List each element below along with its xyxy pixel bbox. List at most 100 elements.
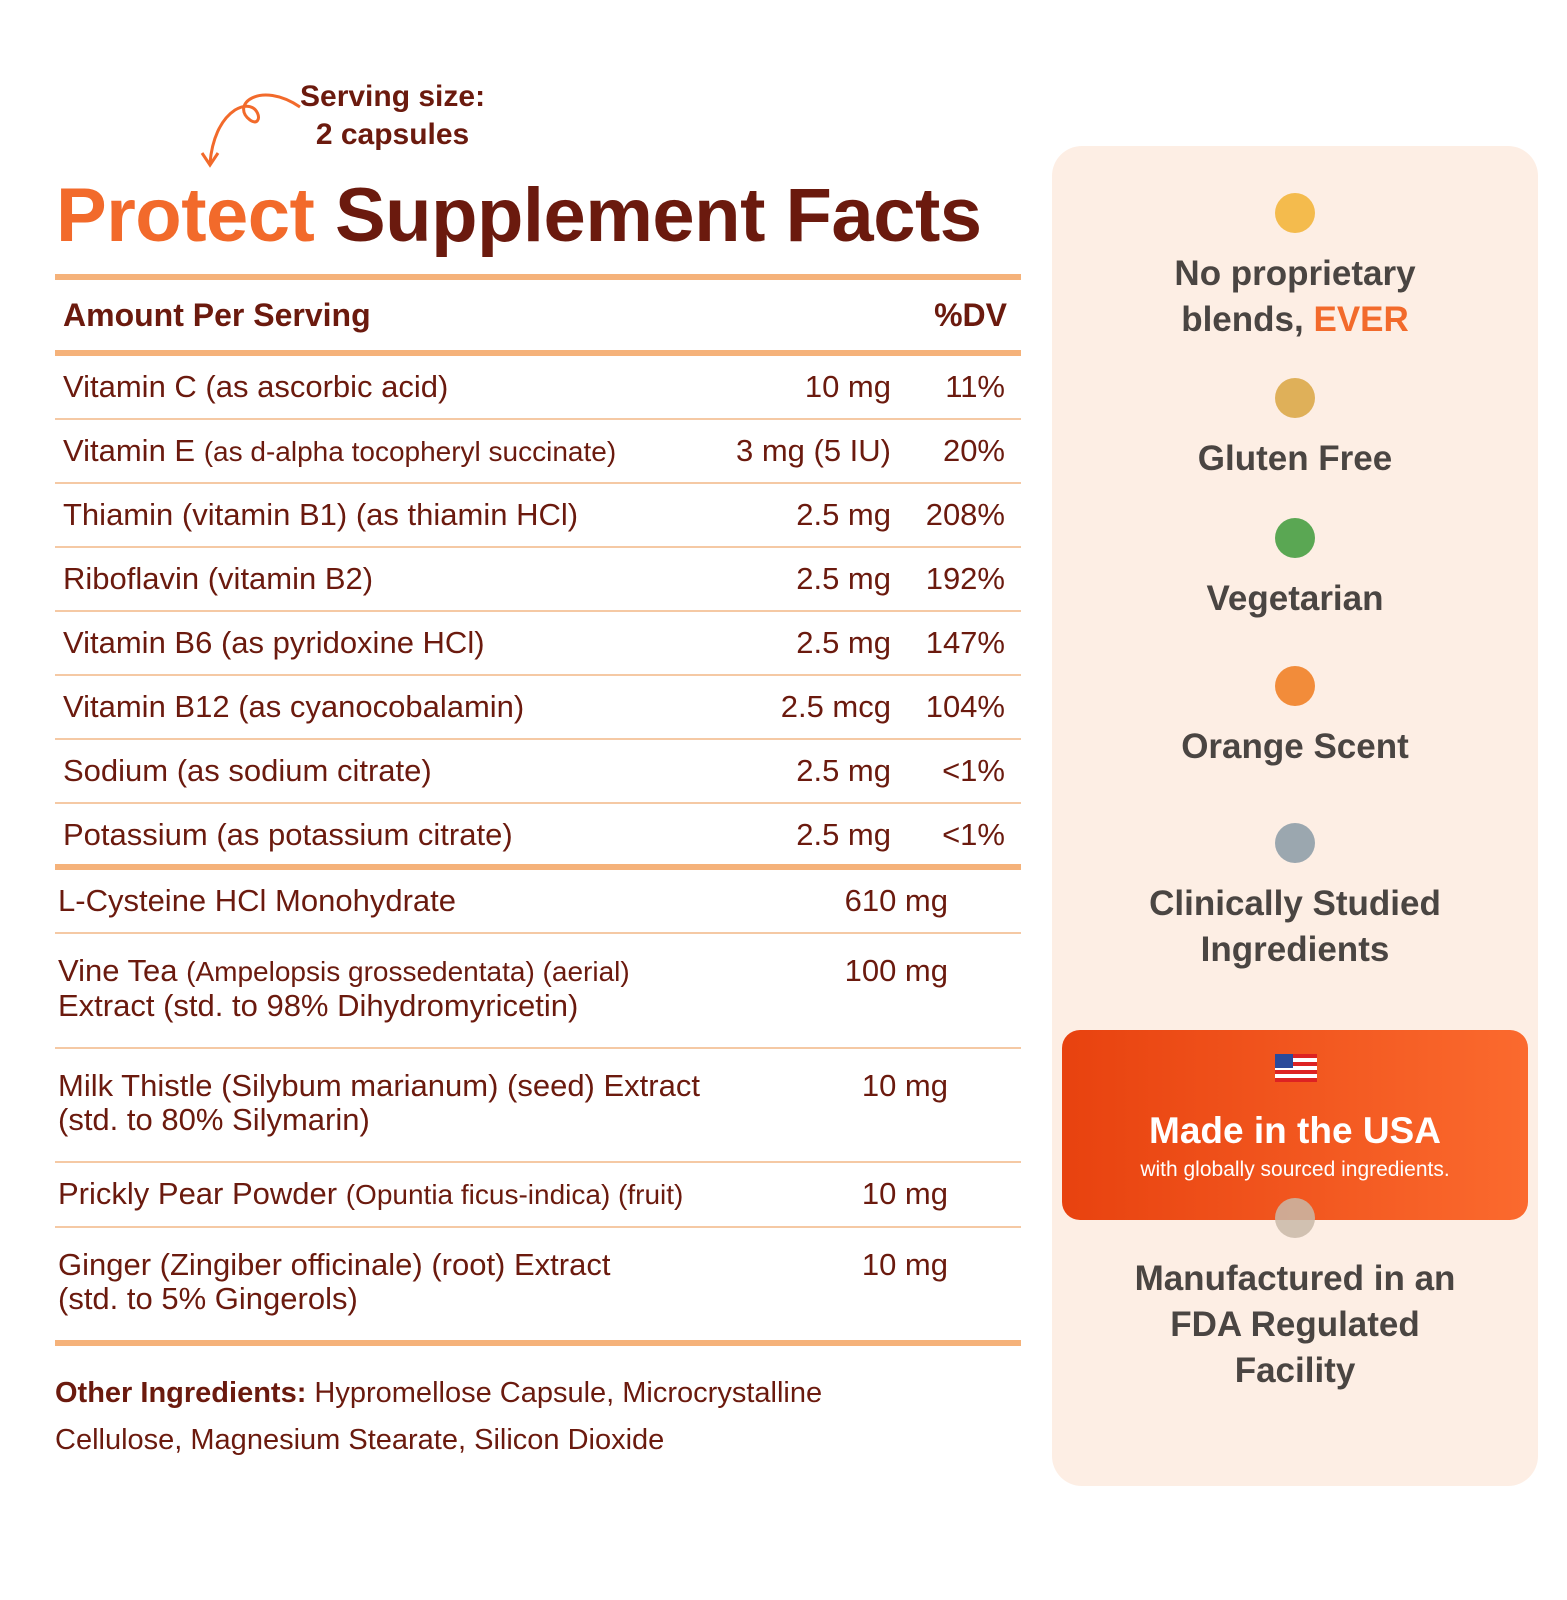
amount: 100 mg — [844, 953, 948, 988]
nutrient-name: Vitamin E (as d-alpha tocopheryl succina… — [63, 433, 691, 469]
feature-text: Vegetarian — [1206, 579, 1384, 618]
amount: 3 mg (5 IU) — [735, 433, 891, 468]
nutrient-name: Vitamin B12 (as cyanocobalamin) — [63, 689, 691, 725]
nutrient-name: Potassium (as potassium citrate) — [63, 817, 691, 853]
amount: 610 mg — [844, 883, 948, 918]
vitamin-row: Vitamin B6 (as pyridoxine HCl) 2.5 mg 147% — [55, 612, 1021, 676]
other-text: Hypromellose Capsule, Microcrystalline C… — [55, 1377, 823, 1456]
detail: (as d-alpha tocopheryl succinate) — [203, 436, 617, 467]
line-2: (std. to 80% Silymarin) — [58, 1102, 370, 1137]
amount: 10 mg — [861, 1068, 948, 1103]
feature: Clinically Studied Ingredients — [1135, 881, 1455, 973]
features-panel: No proprietary blends, EVER Gluten Free Ve… — [1052, 146, 1538, 1486]
name: Riboflavin (vitamin B2) — [63, 561, 374, 596]
daily-value: 104% — [925, 689, 1005, 724]
amount: 2.5 mg — [796, 753, 891, 788]
ingredient-row: Ginger (Zingiber officinale) (root) Extr… — [55, 1228, 1021, 1340]
feature-subtext: with globally sourced ingredients. — [1140, 1158, 1450, 1181]
flag-icon — [1275, 1054, 1317, 1082]
nutrient-name: Vitamin C (as ascorbic acid) — [63, 369, 691, 405]
ingredient-name: Ginger (Zingiber officinale) (root) Extr… — [58, 1248, 788, 1316]
name: Vitamin B6 (as pyridoxine HCl) — [63, 625, 485, 660]
amount: 2.5 mg — [796, 625, 891, 660]
name: Vitamin E — [63, 433, 196, 468]
daily-value: 208% — [925, 497, 1005, 532]
vitamin-row: Riboflavin (vitamin B2) 2.5 mg 192% — [55, 548, 1021, 612]
amount: 2.5 mg — [796, 561, 891, 596]
feature-icon — [1275, 666, 1315, 706]
ingredient-row: L-Cysteine HCl Monohydrate 610 mg — [55, 870, 1021, 934]
divider — [55, 1340, 1021, 1346]
feature-highlight: EVER — [1313, 300, 1409, 339]
feature-icon — [1275, 193, 1315, 233]
divider — [55, 864, 1021, 870]
daily-value: 147% — [925, 625, 1005, 660]
ingredient-name: Milk Thistle (Silybum marianum) (seed) E… — [58, 1069, 788, 1137]
amount: 10 mg — [861, 1247, 948, 1282]
amount: 2.5 mg — [796, 497, 891, 532]
name: Thiamin (vitamin B1) (as thiamin HCl) — [63, 497, 579, 532]
feature-text: Made in the USA — [1149, 1110, 1441, 1151]
detail: (Opuntia ficus-indica) (fruit) — [345, 1179, 684, 1210]
line-2: (std. to 5% Gingerols) — [58, 1281, 358, 1316]
amount: 10 mg — [861, 1176, 948, 1211]
facts-table: Amount Per Serving %DV Vitamin C (as asco… — [55, 274, 1021, 1464]
line: L-Cysteine HCl Monohydrate — [58, 884, 788, 918]
title-highlight: Protect — [56, 173, 315, 258]
title: Protect Supplement Facts — [56, 172, 982, 259]
amount: 2.5 mcg — [780, 689, 891, 724]
nutrient-name: Riboflavin (vitamin B2) — [63, 561, 691, 597]
amount: 10 mg — [804, 369, 891, 404]
serving-label: Serving size: — [300, 80, 486, 113]
vitamin-row: Vitamin E (as d-alpha tocopheryl succina… — [55, 420, 1021, 484]
line: Milk Thistle (Silybum marianum) (seed) E… — [58, 1069, 788, 1103]
header-amount: Amount Per Serving — [63, 296, 371, 333]
feature-text: Gluten Free — [1197, 439, 1393, 478]
ingredient-name: L-Cysteine HCl Monohydrate — [58, 884, 788, 918]
made-in-usa: Made in the USA with globally sourced ing… — [1062, 1030, 1528, 1220]
feature-text: No proprietary blends, — [1174, 254, 1416, 339]
daily-value: <1% — [942, 817, 1005, 852]
header-row: Amount Per Serving %DV — [55, 280, 1021, 350]
feature-text: Orange Scent — [1181, 727, 1409, 766]
nutrient-name: Thiamin (vitamin B1) (as thiamin HCl) — [63, 497, 691, 533]
ingredient-name: Vine Tea (Ampelopsis grossedentata) (aer… — [58, 954, 788, 1023]
feature-icon — [1275, 823, 1315, 863]
ingredient-row: Prickly Pear Powder (Opuntia ficus-indic… — [55, 1163, 1021, 1228]
vitamin-row: Sodium (as sodium citrate) 2.5 mg <1% — [55, 740, 1021, 804]
ingredient-row: Vine Tea (Ampelopsis grossedentata) (aer… — [55, 934, 1021, 1049]
detail: (Ampelopsis grossedentata) (aerial) — [186, 956, 630, 987]
line: Vine Tea (Ampelopsis grossedentata) (aer… — [58, 954, 788, 989]
nutrient-name: Vitamin B6 (as pyridoxine HCl) — [63, 625, 691, 661]
feature: Vegetarian — [1065, 576, 1525, 622]
title-rest: Supplement Facts — [334, 173, 982, 258]
feature: Orange Scent — [1065, 724, 1525, 770]
name: Milk Thistle (Silybum marianum) (seed) E… — [58, 1068, 700, 1103]
vitamin-row: Vitamin B12 (as cyanocobalamin) 2.5 mcg 10… — [55, 676, 1021, 740]
line: Prickly Pear Powder (Opuntia ficus-indic… — [58, 1177, 788, 1212]
line: Ginger (Zingiber officinale) (root) Extr… — [58, 1248, 788, 1282]
feature-text: Clinically Studied Ingredients — [1149, 884, 1441, 969]
divider — [55, 274, 1021, 280]
vitamin-row: Thiamin (vitamin B1) (as thiamin HCl) 2.5… — [55, 484, 1021, 548]
name: Vitamin B12 (as cyanocobalamin) — [63, 689, 525, 724]
name: Potassium (as potassium citrate) — [63, 817, 513, 852]
arrow — [200, 93, 301, 168]
daily-value: 20% — [942, 433, 1005, 468]
feature-icon — [1275, 378, 1315, 418]
daily-value: 192% — [925, 561, 1005, 596]
name: L-Cysteine HCl Monohydrate — [58, 883, 457, 918]
flag-canton — [1275, 1054, 1293, 1068]
daily-value: 11% — [945, 369, 1005, 404]
ingredient-name: Prickly Pear Powder (Opuntia ficus-indic… — [58, 1177, 788, 1212]
feature: Gluten Free — [1065, 436, 1525, 482]
header-dv: %DV — [934, 296, 1007, 333]
feature-icon — [1275, 518, 1315, 558]
divider — [55, 350, 1021, 356]
feature-icon — [1275, 1198, 1315, 1238]
other-label: Other Ingredients: — [55, 1377, 307, 1409]
name: Prickly Pear Powder — [58, 1176, 338, 1211]
name: Sodium (as sodium citrate) — [63, 753, 432, 788]
feature: Manufactured in an FDA Regulated Facilit… — [1125, 1256, 1465, 1394]
